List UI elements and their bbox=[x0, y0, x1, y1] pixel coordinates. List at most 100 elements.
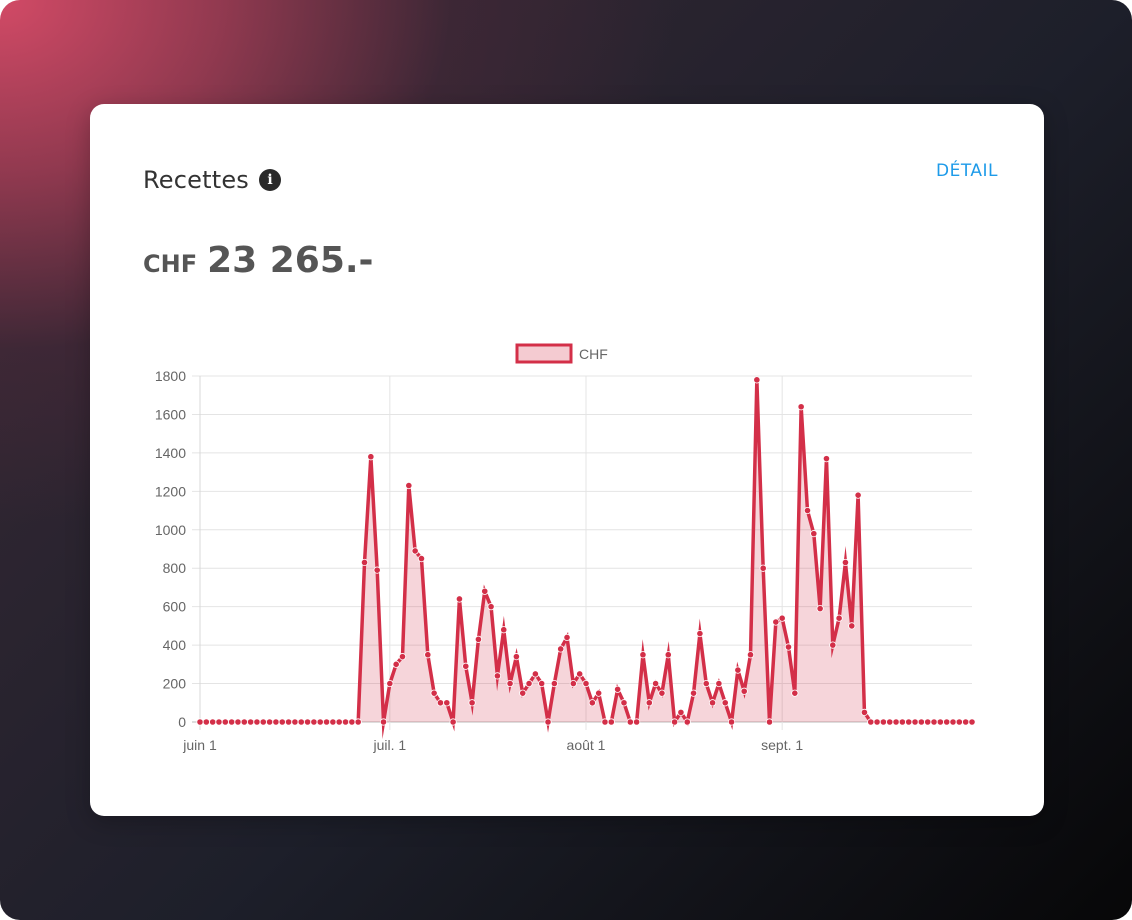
data-point bbox=[519, 689, 527, 697]
legend-label: CHF bbox=[579, 346, 608, 362]
data-point bbox=[221, 718, 229, 726]
data-point bbox=[854, 491, 862, 499]
data-point bbox=[708, 699, 717, 707]
data-point bbox=[740, 687, 748, 695]
data-point bbox=[215, 718, 223, 726]
data-point bbox=[209, 718, 217, 726]
data-point bbox=[538, 679, 546, 688]
data-point bbox=[620, 699, 628, 707]
data-point bbox=[715, 679, 723, 688]
data-point bbox=[873, 718, 881, 726]
data-point bbox=[525, 679, 533, 688]
data-point bbox=[430, 689, 438, 697]
data-point bbox=[734, 666, 742, 674]
data-point bbox=[930, 718, 938, 726]
data-point bbox=[772, 618, 780, 626]
data-point bbox=[626, 718, 634, 726]
data-point bbox=[576, 670, 584, 678]
data-point bbox=[449, 718, 457, 726]
data-point bbox=[557, 645, 565, 653]
detail-link[interactable]: DÉTAIL bbox=[935, 161, 998, 181]
y-tick-label: 1600 bbox=[155, 406, 186, 422]
data-point bbox=[803, 506, 812, 515]
data-point bbox=[658, 689, 666, 697]
data-point bbox=[582, 679, 590, 688]
series-area bbox=[200, 379, 972, 722]
data-point bbox=[753, 376, 761, 384]
revenue-line-chart: 0 200 400 600 800 1000 1200 1400 1600 1800 juin 1 j… bbox=[155, 343, 976, 753]
data-point bbox=[272, 718, 280, 726]
data-point bbox=[297, 718, 305, 726]
y-tick-label: 1000 bbox=[155, 522, 186, 538]
data-point bbox=[367, 453, 375, 461]
data-point bbox=[936, 718, 944, 726]
data-point bbox=[196, 718, 204, 726]
data-point bbox=[316, 718, 324, 726]
x-tick-label: juil. 1 bbox=[372, 737, 406, 753]
data-point bbox=[322, 718, 331, 726]
data-point bbox=[398, 653, 407, 661]
data-point bbox=[892, 718, 900, 726]
data-point bbox=[696, 629, 704, 638]
data-point bbox=[677, 708, 685, 716]
data-point bbox=[898, 718, 906, 726]
data-point bbox=[962, 718, 970, 726]
data-point bbox=[943, 718, 951, 726]
data-point bbox=[607, 718, 615, 726]
data-point bbox=[291, 718, 299, 726]
data-point bbox=[512, 653, 520, 661]
legend-swatch bbox=[515, 343, 573, 364]
data-point bbox=[202, 718, 210, 726]
card-title: Recettes bbox=[143, 166, 250, 194]
data-point bbox=[468, 699, 476, 707]
data-point bbox=[867, 718, 875, 726]
y-tick-label: 0 bbox=[178, 714, 186, 730]
y-tick-label: 400 bbox=[163, 637, 187, 653]
data-point bbox=[614, 685, 622, 693]
data-point bbox=[860, 708, 869, 716]
data-point bbox=[702, 679, 710, 688]
data-point bbox=[234, 718, 242, 726]
data-point bbox=[417, 555, 426, 563]
data-point bbox=[405, 481, 413, 490]
data-point bbox=[955, 718, 963, 726]
info-icon[interactable]: i bbox=[259, 169, 282, 191]
data-point bbox=[443, 699, 451, 707]
y-tick-label: 1200 bbox=[155, 483, 186, 499]
data-point bbox=[474, 635, 483, 643]
data-point bbox=[379, 718, 388, 726]
data-point bbox=[253, 718, 261, 726]
data-point bbox=[683, 718, 691, 726]
data-point bbox=[506, 679, 514, 688]
data-point bbox=[531, 670, 539, 678]
data-point bbox=[386, 679, 394, 688]
card-header: Recettes i bbox=[143, 164, 282, 196]
data-point bbox=[240, 718, 248, 726]
data-point bbox=[436, 699, 445, 707]
data-point bbox=[228, 718, 236, 726]
data-point bbox=[284, 718, 293, 726]
x-tick-label: sept. 1 bbox=[761, 737, 803, 753]
data-point bbox=[310, 718, 318, 726]
data-point bbox=[721, 699, 729, 707]
y-tick-label: 600 bbox=[163, 599, 187, 615]
data-point bbox=[341, 718, 350, 726]
total-amount: 23 265.- bbox=[207, 240, 374, 281]
y-tick-label: 200 bbox=[163, 676, 187, 692]
data-point bbox=[601, 718, 609, 726]
data-point bbox=[822, 455, 831, 463]
x-tick-label: juin 1 bbox=[182, 737, 217, 753]
y-tick-label: 1400 bbox=[155, 445, 186, 461]
x-tick-label: août 1 bbox=[567, 737, 606, 753]
data-point bbox=[329, 718, 337, 726]
data-point bbox=[670, 718, 679, 726]
data-point bbox=[392, 660, 400, 668]
data-point bbox=[633, 718, 641, 726]
data-point bbox=[905, 718, 913, 726]
data-point bbox=[968, 718, 976, 726]
data-point bbox=[652, 679, 660, 688]
data-point bbox=[373, 566, 381, 574]
data-point bbox=[348, 718, 356, 726]
y-tick-label: 1800 bbox=[155, 368, 186, 384]
